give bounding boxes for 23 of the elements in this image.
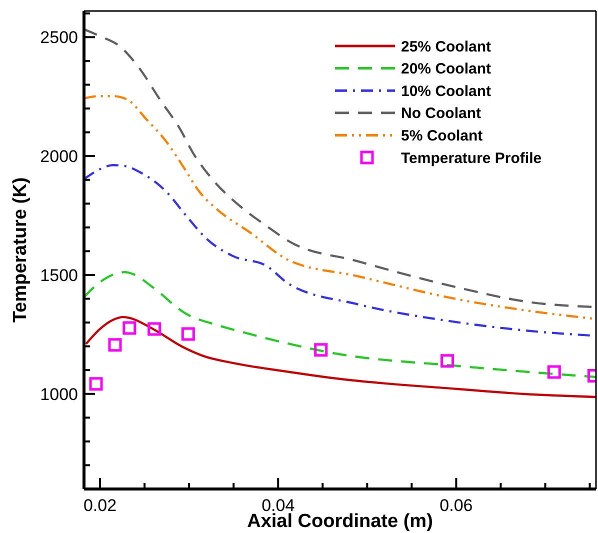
legend-label: 25% Coolant [401,38,492,56]
legend-label: 10% Coolant [401,82,492,100]
legend-label: Temperature Profile [401,150,542,167]
point [440,354,454,368]
point [314,343,328,357]
y-tick-label: 2500 [40,28,78,48]
y-axis-title: Temperature (K) [10,177,31,323]
y-tick-label: 1500 [40,266,78,285]
point [181,327,195,341]
legend-label: 20% Coolant [401,60,492,78]
point [89,377,103,391]
x-tick-label: 0.06 [440,496,473,515]
point [108,338,122,352]
legend-label: No Coolant [401,105,481,122]
x-axis-title: Axial Coordinate (m) [247,511,433,532]
line-series [84,316,596,398]
x-tick-label: 0.02 [83,496,117,515]
point [122,321,136,335]
point [547,365,561,379]
legend-label: 5% Coolant [401,127,483,144]
point [148,322,162,336]
y-tick-label: 1000 [40,384,78,404]
y-tick-label: 2000 [40,147,78,166]
